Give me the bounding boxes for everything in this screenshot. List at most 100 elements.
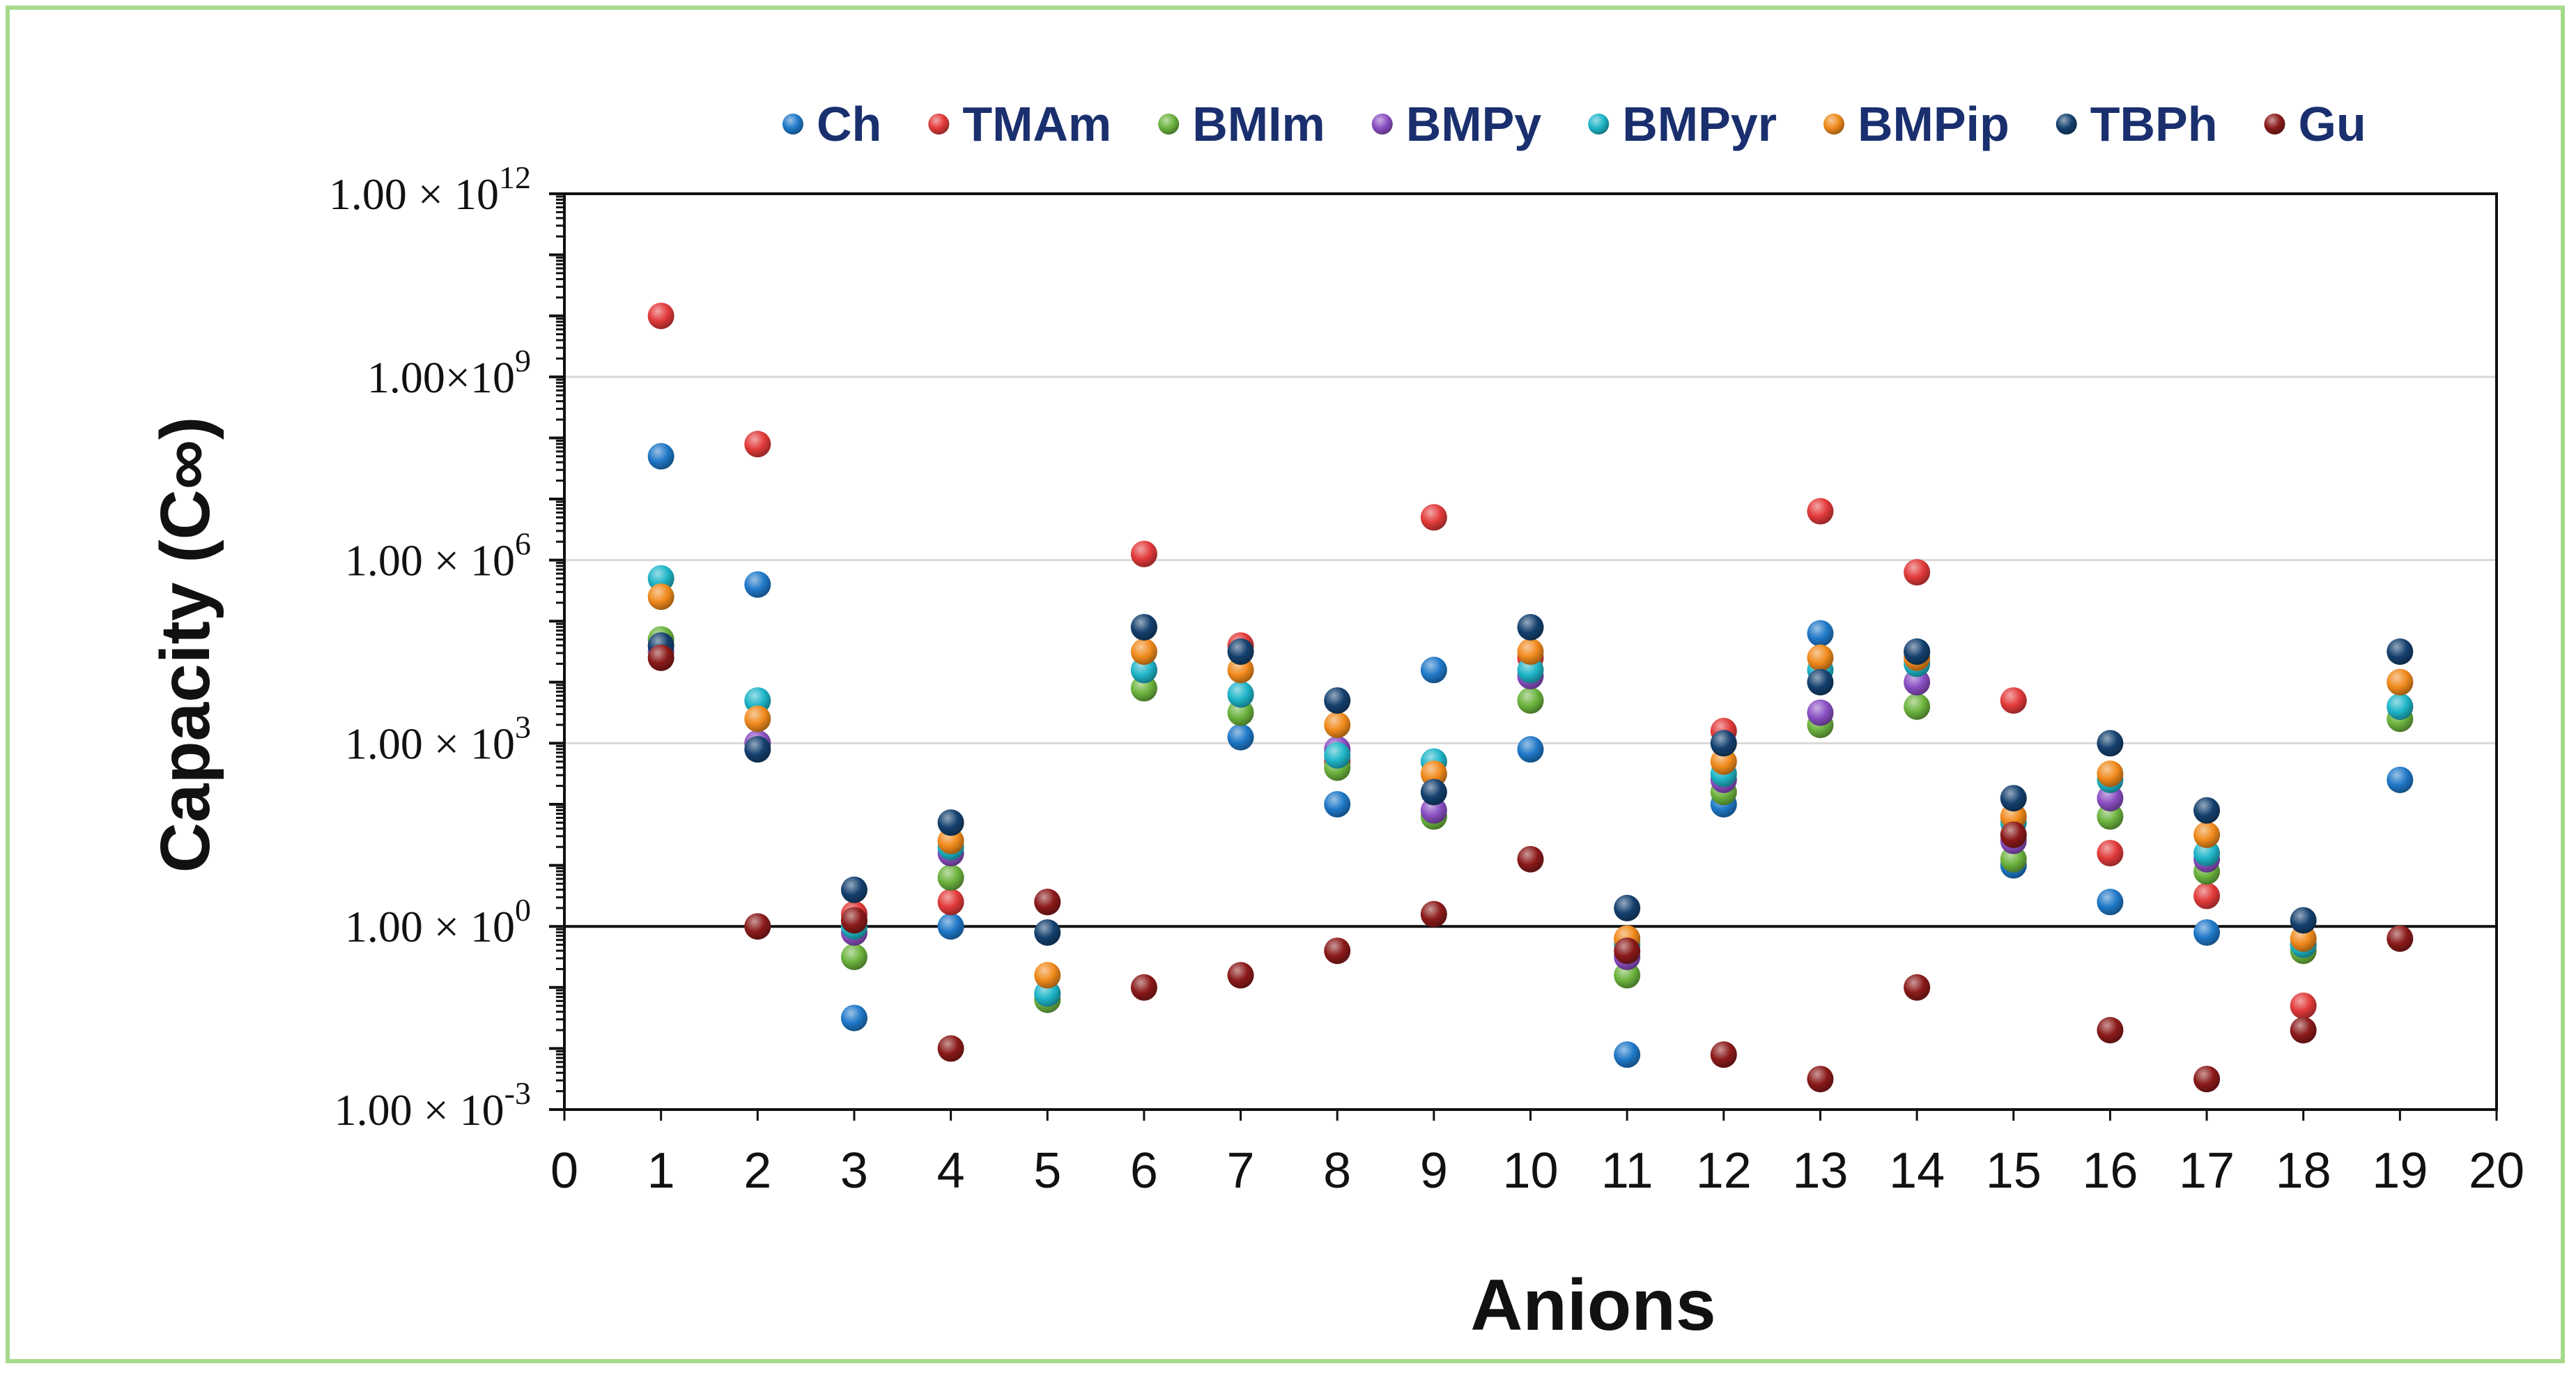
series-tbph [647, 613, 2414, 946]
data-point [1420, 760, 1447, 788]
data-point [2290, 1017, 2317, 1044]
x-tick-label: 2 [743, 1143, 771, 1199]
data-point [1324, 712, 1351, 739]
y-tick-label: 1.00 × 106 [345, 526, 531, 585]
y-axis-title: Capacity (C∞) [146, 417, 224, 873]
series-gu [647, 644, 2414, 1093]
data-point [1904, 638, 1931, 665]
data-point [937, 809, 964, 836]
legend-label: BMPy [1406, 97, 1542, 151]
x-tick-label: 16 [2082, 1143, 2138, 1199]
legend-marker [2056, 114, 2077, 135]
x-tick-label: 6 [1130, 1143, 1158, 1199]
data-point [744, 571, 771, 598]
data-point [840, 907, 867, 934]
data-point [1420, 504, 1447, 531]
x-tick-label: 18 [2276, 1143, 2331, 1199]
data-point [1807, 644, 1834, 671]
data-point [2193, 919, 2221, 946]
data-point [1614, 1041, 1641, 1068]
data-point [744, 736, 771, 763]
data-point [937, 913, 964, 940]
data-point [1614, 962, 1641, 989]
data-point [1614, 937, 1641, 965]
y-tick-label: 1.00×109 [367, 343, 531, 402]
legend-label: BMPyr [1622, 97, 1777, 151]
data-point [1130, 540, 1157, 567]
data-point [1710, 730, 1737, 757]
data-point [2097, 889, 2124, 916]
data-point [1807, 498, 1834, 525]
data-point [1227, 699, 1254, 726]
data-point [1517, 845, 1544, 873]
x-tick-label: 14 [1889, 1143, 1945, 1199]
y-tick-label: 1.00 × 10-3 [334, 1075, 531, 1135]
data-point [840, 876, 867, 903]
data-point [937, 827, 964, 854]
data-point [937, 889, 964, 916]
data-point [1614, 894, 1641, 921]
data-point [647, 443, 674, 470]
data-point [1324, 742, 1351, 769]
data-point [1807, 699, 1834, 726]
data-point [2386, 668, 2414, 696]
data-point [840, 1004, 867, 1031]
data-point [1130, 638, 1157, 665]
data-point [2193, 882, 2221, 910]
data-point [1904, 693, 1931, 720]
data-point [1227, 657, 1254, 684]
y-tick-label: 1.00 × 1012 [329, 160, 531, 219]
data-point [2290, 925, 2317, 952]
x-tick-label: 8 [1323, 1143, 1351, 1199]
data-point [2193, 797, 2221, 824]
x-axis-ticks: 0 1 2 3 4 5 6 7 8 9 10 11 12 13 14 15 16 17 18 19 20 [550, 1110, 2524, 1199]
data-point [2386, 766, 2414, 793]
x-tick-label: 20 [2469, 1143, 2524, 1199]
data-point [1807, 668, 1834, 696]
x-tick-label: 7 [1227, 1143, 1255, 1199]
data-point [1710, 1041, 1737, 1068]
y-tick-label: 1.00 × 100 [345, 892, 531, 951]
data-point [937, 1035, 964, 1062]
data-point [1807, 620, 1834, 647]
data-point [1034, 980, 1061, 1007]
data-point [1130, 974, 1157, 1001]
data-point [1517, 687, 1544, 714]
data-point [744, 687, 771, 714]
y-tick-label: 1.00 × 103 [345, 709, 531, 768]
data-point [1420, 900, 1447, 928]
x-axis-title: Anions [1470, 1265, 1715, 1346]
data-point [1324, 687, 1351, 714]
legend-label: TMAm [962, 97, 1111, 151]
data-point [1324, 937, 1351, 965]
legend-marker [1371, 114, 1393, 135]
data-point [2193, 840, 2221, 867]
data-point [1517, 613, 1544, 641]
series-ch [647, 443, 2414, 1068]
data-point [1807, 1066, 1834, 1093]
data-point [2097, 760, 2124, 788]
data-point [1517, 657, 1544, 684]
legend-marker [1823, 114, 1844, 135]
data-points [647, 302, 2414, 1093]
x-tick-label: 19 [2372, 1143, 2428, 1199]
x-tick-label: 0 [550, 1143, 578, 1199]
legend-marker [782, 114, 803, 135]
data-point [1227, 638, 1254, 665]
data-point [840, 944, 867, 970]
chart-frame [6, 6, 2565, 1363]
data-point [2290, 992, 2317, 1020]
legend-label: TBPh [2090, 97, 2218, 151]
data-point [2097, 840, 2124, 867]
data-point [2097, 1017, 2124, 1044]
data-point [2386, 925, 2414, 952]
data-point [1517, 638, 1544, 665]
data-point [744, 913, 771, 940]
x-tick-label: 10 [1502, 1143, 1558, 1199]
data-point [2193, 821, 2221, 848]
data-point [1227, 962, 1254, 989]
data-point [2386, 693, 2414, 720]
data-point [647, 583, 674, 611]
data-point [2000, 845, 2027, 873]
